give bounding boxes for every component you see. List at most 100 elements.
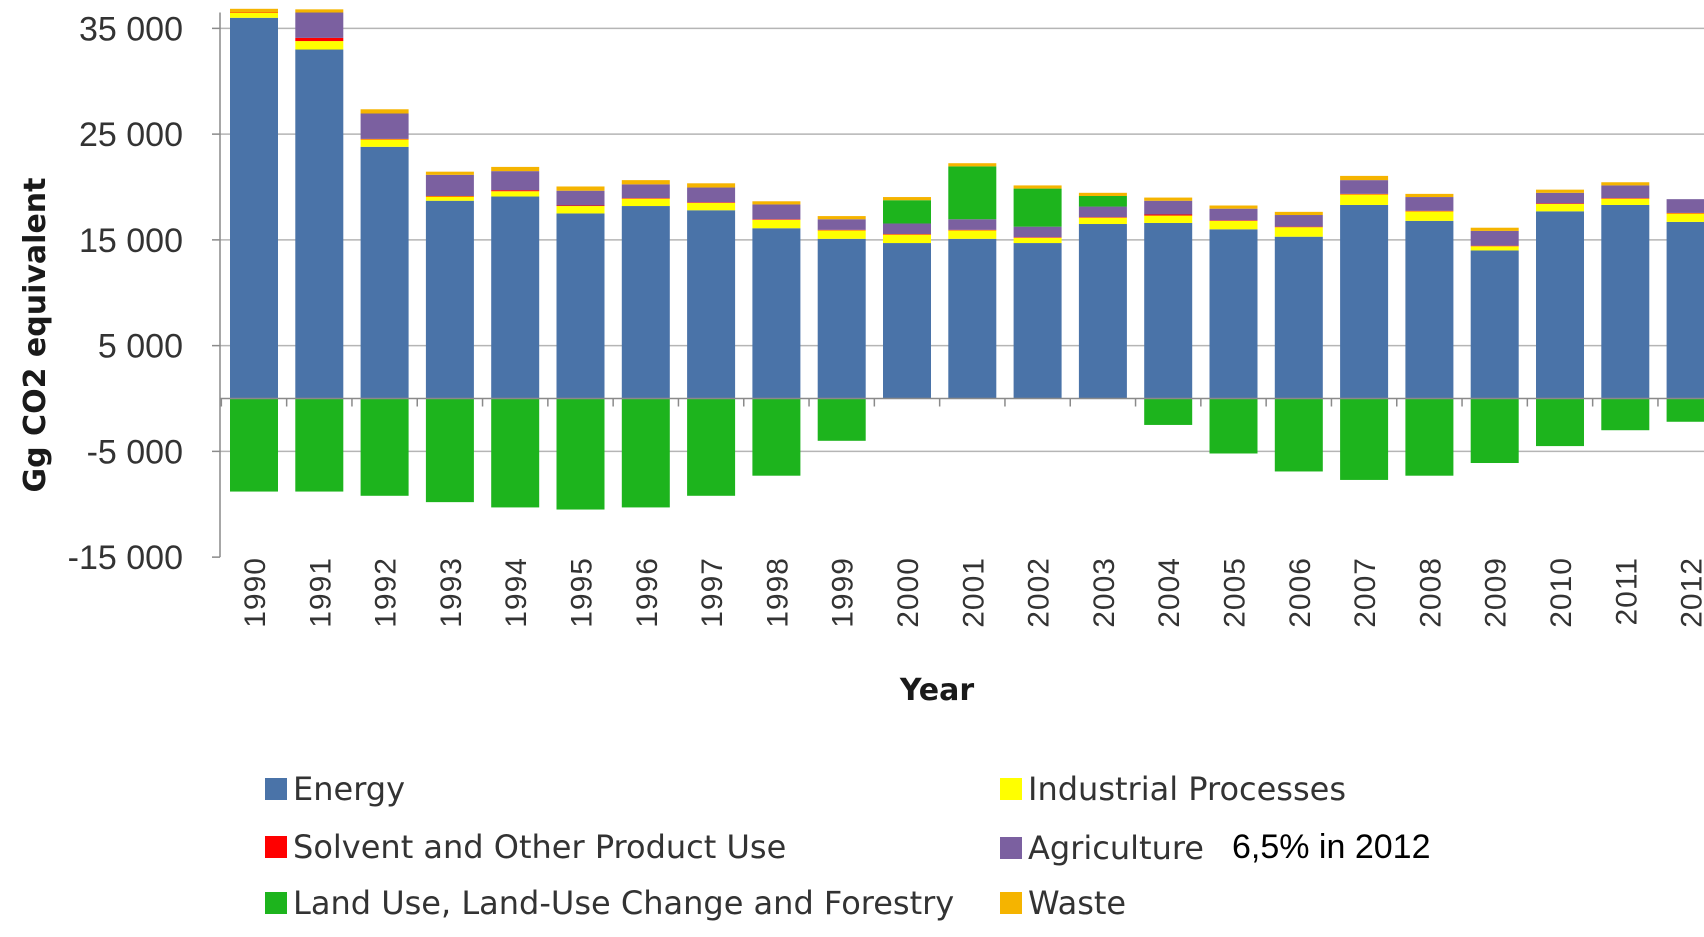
x-axis-ticks: 1990 1991 1992 1993 1994 1995 1996 1997 1998 1999… <box>220 398 1704 628</box>
x-tick-label: 2007 <box>1349 557 1382 628</box>
y-tick-label: -15 000 <box>68 539 183 577</box>
bar-segment <box>1340 180 1389 194</box>
bar-segment <box>1340 193 1389 195</box>
bar-segment <box>1274 227 1323 237</box>
x-tick-label: 1995 <box>566 557 599 628</box>
bar-segment <box>1405 210 1454 212</box>
bar-segment <box>687 187 736 203</box>
bar-segment <box>360 138 409 140</box>
bar-segment <box>1405 193 1454 198</box>
bar-segment <box>948 219 997 230</box>
bar-segment <box>295 9 344 13</box>
bar-segment <box>230 8 278 12</box>
bar-segment <box>1340 398 1389 480</box>
legend-label: Waste <box>1028 884 1127 922</box>
stacked-bar-chart: 35 000 25 000 15 000 5 000 -5 000 -15 000 199… <box>18 8 1704 708</box>
y-axis-title: Gg CO2 equivalent <box>18 178 53 493</box>
bar-segment <box>556 186 605 191</box>
bar-segment <box>556 398 605 510</box>
bar-segment <box>1666 212 1704 214</box>
bar-segment <box>1078 217 1127 225</box>
bar-segment <box>360 139 409 147</box>
bar-segment <box>1013 226 1062 238</box>
bar-segment <box>1274 398 1323 472</box>
y-tick-label: 25 000 <box>79 116 183 154</box>
bar-segment <box>1601 185 1650 199</box>
bar-segment <box>556 205 605 207</box>
bar-segment <box>1013 188 1062 227</box>
bar-segment <box>1470 398 1519 464</box>
x-tick-label: 2008 <box>1414 557 1447 628</box>
legend-label: Solvent and Other Product Use <box>293 828 787 866</box>
bar-segment <box>491 166 540 172</box>
legend-label: Agriculture <box>1028 828 1204 867</box>
bar-segment <box>425 196 474 201</box>
bar-segment <box>1470 246 1519 251</box>
bar-segment <box>883 223 931 235</box>
y-tick-label: 5 000 <box>98 328 183 366</box>
bar-segment <box>948 163 997 167</box>
bar-segment <box>1536 192 1584 204</box>
x-axis-title: Year <box>899 673 975 708</box>
bar-segment <box>360 109 409 114</box>
legend-swatch <box>1000 778 1022 800</box>
bar-segment <box>556 206 605 214</box>
bar-segment <box>1209 220 1258 230</box>
x-tick-label: 1999 <box>827 557 860 628</box>
bar-segment <box>1274 215 1323 227</box>
bar-segment <box>1601 182 1650 186</box>
bar-segment <box>752 398 801 476</box>
bar-segment <box>425 171 474 175</box>
bar-segment <box>1601 204 1650 399</box>
bar-segment <box>1470 227 1519 231</box>
bar-segment <box>1274 211 1323 216</box>
bar-segment <box>360 398 409 496</box>
legend-item-agriculture: Agriculture 6,5% in 2012 <box>1000 828 1430 867</box>
bar-segment <box>230 11 278 13</box>
bar-segment <box>621 398 670 508</box>
bar-segment <box>1209 208 1258 221</box>
bar-segment <box>295 41 344 50</box>
bar-segment <box>1601 198 1650 199</box>
legend-swatch <box>1000 892 1022 914</box>
bar-segment <box>295 398 344 492</box>
bar-segment <box>1144 215 1193 223</box>
bar-segment <box>687 210 736 399</box>
bar-segment <box>295 49 344 399</box>
x-tick-label: 1996 <box>631 557 664 628</box>
bar-segment <box>491 196 540 399</box>
bar-segment <box>1405 197 1454 211</box>
bar-segment <box>1470 230 1519 246</box>
legend-label: Industrial Processes <box>1028 770 1346 808</box>
x-tick-label: 2012 <box>1676 557 1704 628</box>
bar-segment <box>621 184 670 199</box>
legend-label: Energy <box>293 770 406 808</box>
bar-segment <box>687 202 736 211</box>
bar-segment <box>1078 195 1127 207</box>
x-tick-label: 2010 <box>1545 557 1578 628</box>
bar-segment <box>621 198 670 199</box>
bar-segment <box>1536 398 1584 447</box>
bar-segment <box>1144 200 1193 215</box>
bar-segment <box>1013 237 1062 238</box>
bar-segment <box>948 166 997 220</box>
bar-segment <box>621 198 670 207</box>
legend-item-energy: Energy <box>265 770 405 808</box>
bar-segment <box>1666 398 1704 422</box>
bar-segment <box>687 183 736 188</box>
legend-item-industrial-processes: Industrial Processes <box>1000 770 1346 808</box>
bar-segment <box>1144 398 1193 425</box>
bar-segment <box>1470 245 1519 247</box>
bar-segment <box>1470 250 1519 399</box>
agriculture-share-annotation: 6,5% in 2012 <box>1231 828 1431 866</box>
bar-segment <box>1536 189 1584 193</box>
bar-segment <box>883 234 931 235</box>
bar-segment <box>491 190 540 192</box>
bar-segment <box>425 174 474 196</box>
bar-segment <box>1340 175 1389 181</box>
bar-segment <box>817 398 866 441</box>
bar-segment <box>491 191 540 197</box>
bar-segment <box>1144 222 1193 399</box>
bar-segment <box>1078 224 1127 399</box>
bar-segment <box>948 229 997 231</box>
